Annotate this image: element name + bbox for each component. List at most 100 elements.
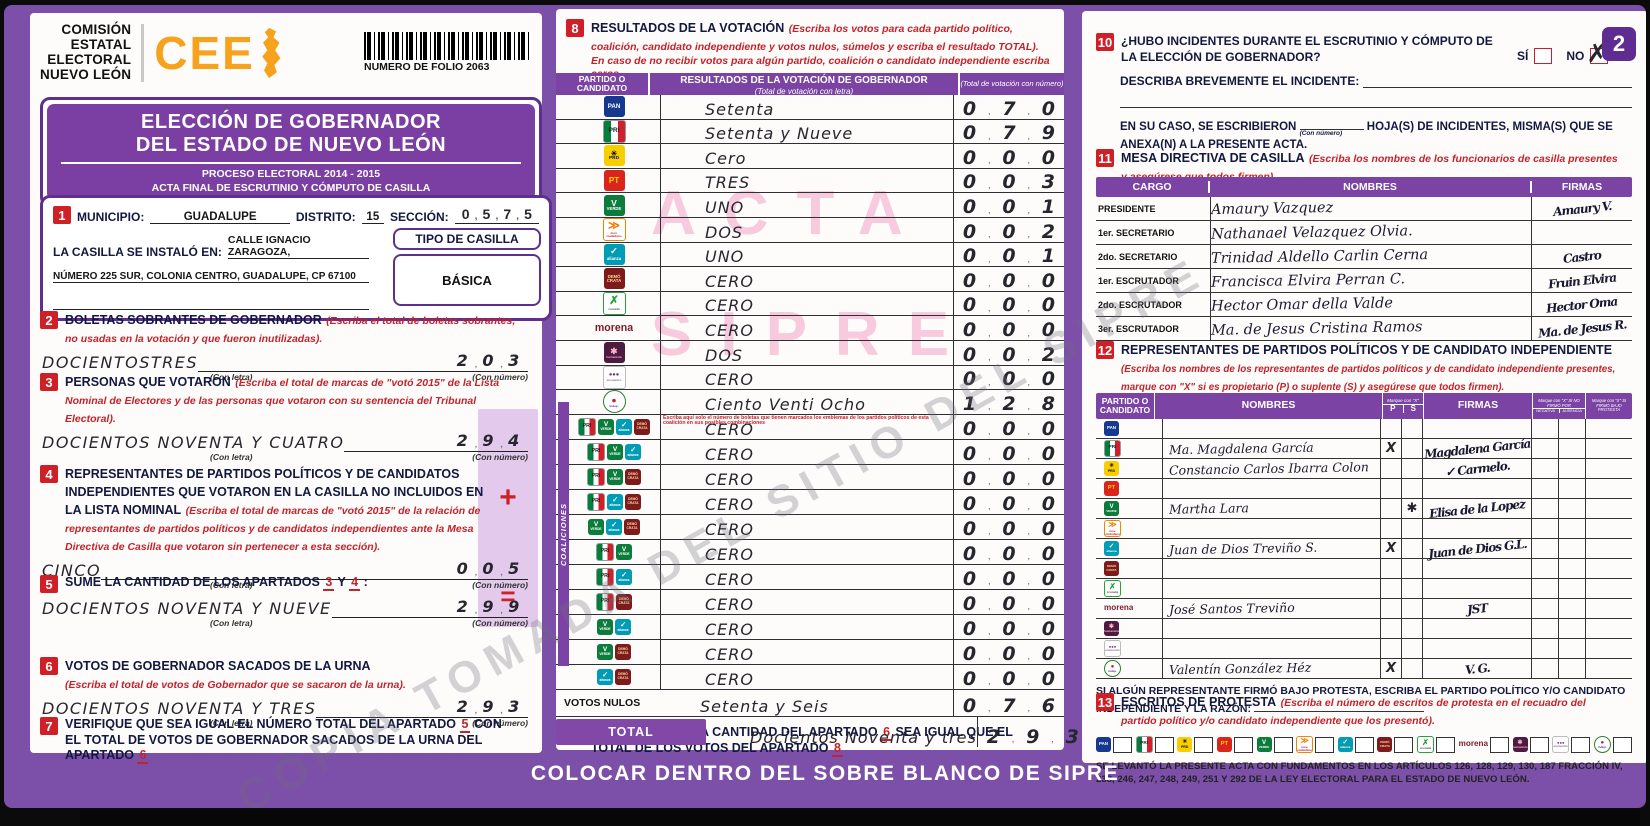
nombre-cell: José Santos Treviño [1163,599,1381,618]
logo-text: PAN [1098,741,1108,747]
vote-digit: 0 [1002,617,1016,640]
logo-subtext: indep. [609,403,619,408]
bajo-protesta-cell [1586,599,1632,618]
partido-header: PARTIDO O CANDIDATO [1096,393,1155,419]
vote-words-cell: CERO [661,490,953,514]
party-cell: ✗ cruzada [556,291,661,316]
escritos-count-box [1571,736,1591,753]
vote-table-header: PARTIDO O CANDIDATO RESULTADOS DE LA VOT… [556,73,1064,96]
section-8-resultados: 8 RESULTADOS DE LA VOTACIÓN (Escriba los… [566,19,1056,81]
digit-tick: , [1027,703,1030,714]
section-note: (Escriba el número de escritos de protes… [1121,697,1586,727]
party-logo-morena-icon: morena [1458,739,1488,749]
logo-subtext: CRATA [636,425,648,430]
hojas-text-2: HOJA(S) DE INCIDENTES, MISMA(S) QUE SE [1366,121,1613,134]
digit-tick: , [988,676,991,687]
suma-letra-handwriting: DOCIENTOS NOVENTA Y NUEVE [42,599,332,618]
vote-number-cell: 0, 0, 2 [953,217,1064,242]
logo-subtext: alianza [609,502,621,507]
nombre-cell: Trinidad Aldello Carlin Cerna [1211,245,1531,268]
firma-cell [1531,221,1632,244]
party-logo-pri-icon: PRI [587,467,605,486]
negativa-cell [1532,559,1559,578]
party-logo-verde-icon: V VERDE [597,618,613,635]
nombre-cell: Constancio Carlos Ibarra Colon [1163,459,1381,478]
mesa-row-2do-secretario: 2do. SECRETARIO Trinidad Aldello Carlin C… [1096,245,1632,269]
party-logo-verde-icon: V VERDE [597,643,613,660]
logo-text: DEMÓ [1380,740,1390,745]
escritos-count-box [1394,736,1414,753]
suplente-cell [1402,519,1423,538]
suplente-cell [1402,459,1423,478]
firma-cell [1423,479,1532,498]
party-logo-democrata-icon: DEMÓ CRATA [615,668,631,685]
vote-words-cell: CERO [661,640,953,664]
con-letra-caption: (Con letra) [210,372,253,382]
firma-handwriting: Hector Oma [1545,293,1619,316]
vote-digit: 0 [1041,617,1056,640]
logo-text: ✓ [610,246,618,258]
logo-text: V [612,445,618,453]
nombre-cell: Ma. de Jesus Cristina Ramos [1211,317,1531,340]
logo-text: PRI [600,573,610,580]
vote-digit: 2 [1002,392,1016,415]
section-title: BOLETAS SOBRANTES DE GOBERNADOR [65,313,322,327]
digit: 3 [508,697,521,716]
escrito-protesta-pan: PAN [1096,736,1132,753]
escrito-protesta-encuentro: ●●● encuentro [1552,736,1591,753]
logo-subtext: CRATA [606,277,622,283]
party-logo-independiente-icon: ● indep. [1104,660,1121,677]
escritos-count-box [1154,736,1174,753]
bajo-protesta-cell [1586,559,1632,578]
logo-text: DEMÓ [1106,564,1117,569]
escrito-protesta-morena: morena [1458,736,1509,753]
vote-digit: 0 [1002,642,1016,665]
propietario-cell [1381,559,1402,578]
digit-tick: , [1027,253,1030,264]
logo-text: V [602,645,608,653]
firma-handwriting: Castro [1562,247,1602,266]
vote-number-cell: 0, 0, 0 [953,489,1064,514]
vote-digit: 0 [962,245,977,268]
party-cell: PT [1096,479,1163,498]
vote-words-handwriting: CERO [705,669,754,689]
vote-row-humanista: ✱ humanista DOS 0, 0, 2 [556,340,1064,366]
funcionario-nombre-handwriting: Trinidad Aldello Carlin Cerna [1210,246,1429,267]
party-logo-democrata-icon: DEMÓ CRATA [1377,737,1393,752]
logo-subtext: alianza [1340,745,1351,750]
escritos-count-box [1612,736,1632,753]
firma-handwriting: JST [1466,600,1488,617]
title-divider [61,162,521,164]
direccion-line-3-blank [53,299,369,310]
col-resultados-title: RESULTADOS DE LA VOTACIÓN DE GOBERNADOR [680,75,928,87]
logo-text: PT [1220,740,1229,747]
firma-handwriting: Magdalena García [1423,435,1531,462]
vote-words-handwriting: CERO [705,271,754,291]
mesa-row-1er-escrutador: 1er. ESCRUTADOR Francisca Elvira Perran C… [1096,269,1632,293]
escrito-protesta-humanista: ✱ humanista [1512,736,1549,753]
distrito-label: DISTRITO: [295,210,356,224]
right-column: 2 10 ¿HUBO INCIDENTES DURANTE EL ESCRUTI… [1082,11,1646,785]
digit: 9 [482,431,496,450]
barcode [364,32,532,61]
nombre-cell: Juan de Dios Treviño S. [1163,539,1381,558]
con-numero-caption: (Con número) [472,618,528,628]
apartado-4-ref: 4 [349,575,361,591]
party-logo-pri-icon: PRI [578,417,596,436]
escrito-protesta-verde: V VERDE [1256,736,1293,753]
title-line-1: ELECCIÓN DE GOBERNADOR [141,111,441,133]
escrito-protesta-democrata: DEMÓ CRATA [1377,736,1414,753]
ausencia-cell [1559,519,1586,538]
digit-tick: , [1027,376,1030,387]
digit: 9 [482,597,496,616]
digit-tick: , [474,605,478,616]
vote-row-cruzada: ✗ cruzada CERO 0, 0, 0 [556,291,1064,317]
escrito-protesta-pri: PRI [1135,736,1174,753]
negativa-cell [1532,439,1559,458]
logo-text: DEMÓ [618,672,628,677]
vote-row-pt: PT TRES 0, 0, 3 [556,168,1064,194]
digit-tick: , [1027,426,1030,437]
vote-digit: 0 [962,542,977,565]
vote-words-cell: Docientos Noventa y tres [706,717,977,747]
title-banner: ELECCIÓN DE GOBERNADOR DEL ESTADO DE NUE… [47,104,535,201]
